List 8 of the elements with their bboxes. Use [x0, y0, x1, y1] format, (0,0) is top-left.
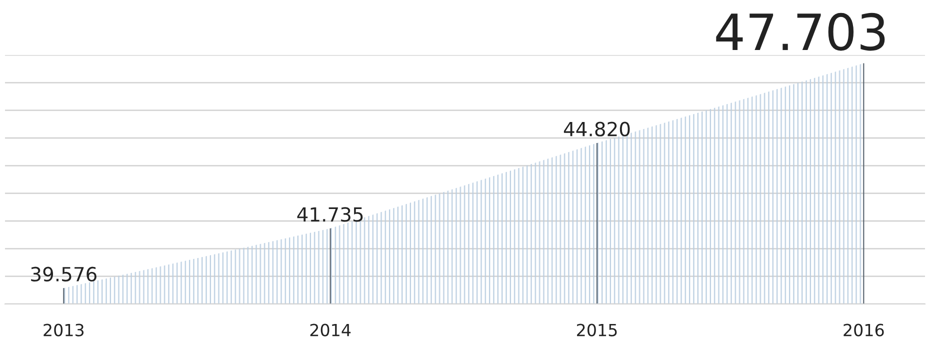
data-label: 39.576: [31, 266, 96, 282]
x-tick-label: 2014: [310, 324, 351, 336]
x-tick-label: 2013: [44, 324, 84, 336]
x-tick-label: 2016: [844, 324, 884, 336]
data-label: 44.820: [564, 122, 630, 136]
data-label: 41.735: [297, 207, 363, 222]
x-tick-label: 2015: [577, 324, 617, 336]
data-label: 47.703: [716, 12, 885, 51]
